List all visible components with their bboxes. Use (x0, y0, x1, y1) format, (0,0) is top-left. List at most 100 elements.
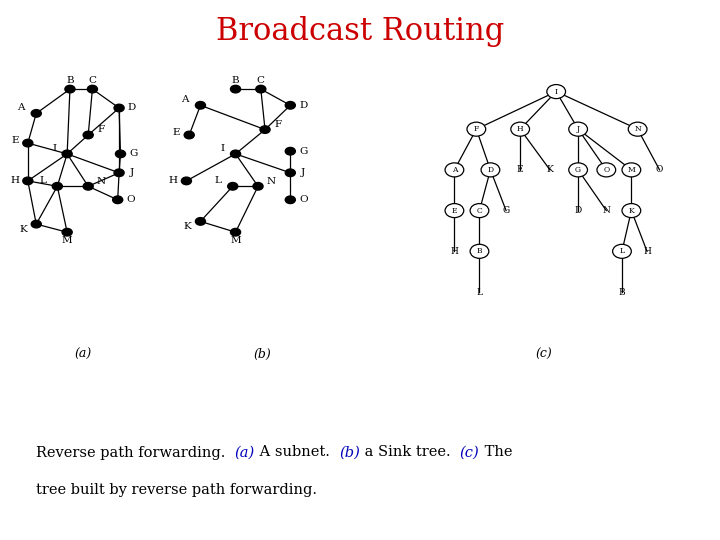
Text: M: M (628, 166, 635, 174)
Text: L: L (40, 177, 46, 185)
Text: F: F (274, 120, 282, 129)
Text: L: L (477, 287, 482, 296)
Text: G: G (575, 166, 581, 174)
Circle shape (114, 104, 124, 112)
Circle shape (230, 85, 240, 93)
Text: N: N (96, 178, 106, 186)
Circle shape (467, 122, 486, 136)
Text: E: E (517, 165, 523, 174)
Text: E: E (11, 137, 19, 145)
Text: D: D (128, 104, 136, 112)
Text: K: K (629, 207, 634, 214)
Text: O: O (126, 195, 135, 204)
Text: H: H (451, 247, 459, 256)
Circle shape (23, 177, 33, 185)
Circle shape (230, 228, 240, 236)
Text: H: H (517, 125, 523, 133)
Text: M: M (62, 237, 73, 245)
Circle shape (62, 150, 72, 158)
Text: O: O (656, 165, 663, 174)
Circle shape (547, 85, 566, 99)
Circle shape (31, 220, 41, 228)
Circle shape (285, 147, 295, 155)
Text: I: I (554, 87, 558, 96)
Text: L: L (619, 247, 624, 255)
Circle shape (184, 131, 194, 139)
Circle shape (253, 183, 263, 190)
Circle shape (629, 122, 647, 136)
Circle shape (256, 85, 266, 93)
Circle shape (285, 102, 295, 109)
Circle shape (112, 196, 122, 204)
Text: K: K (184, 222, 192, 231)
Circle shape (622, 204, 641, 218)
Text: A: A (451, 166, 457, 174)
Circle shape (114, 169, 124, 177)
Circle shape (510, 122, 529, 136)
Circle shape (481, 163, 500, 177)
Circle shape (87, 85, 97, 93)
Text: (c): (c) (460, 446, 480, 460)
Circle shape (569, 122, 588, 136)
Text: I: I (220, 144, 225, 153)
Text: F: F (98, 125, 104, 134)
Text: I: I (52, 144, 56, 153)
Circle shape (84, 183, 94, 190)
Circle shape (195, 218, 205, 225)
Text: C: C (89, 76, 96, 85)
Circle shape (53, 183, 63, 190)
Text: N: N (266, 178, 276, 186)
Text: (a): (a) (74, 348, 91, 361)
Circle shape (569, 163, 588, 177)
Text: N: N (634, 125, 641, 133)
Text: A: A (17, 104, 24, 112)
Circle shape (613, 244, 631, 258)
Text: B: B (232, 76, 239, 85)
Text: B: B (477, 247, 482, 255)
Circle shape (84, 131, 94, 139)
Circle shape (597, 163, 616, 177)
Text: C: C (477, 207, 482, 214)
Text: K: K (19, 225, 27, 234)
Text: J: J (577, 125, 580, 133)
Text: (b): (b) (254, 348, 271, 361)
Text: G: G (503, 206, 510, 215)
Circle shape (470, 204, 489, 218)
Text: D: D (299, 101, 307, 110)
Text: Reverse path forwarding.: Reverse path forwarding. (36, 446, 235, 460)
Text: O: O (603, 166, 609, 174)
Circle shape (31, 110, 41, 117)
Text: C: C (257, 76, 265, 85)
Text: tree built by reverse path forwarding.: tree built by reverse path forwarding. (36, 483, 317, 497)
Text: M: M (230, 237, 241, 245)
Circle shape (470, 244, 489, 258)
Text: D: D (487, 166, 493, 174)
Circle shape (181, 177, 192, 185)
Circle shape (115, 150, 125, 158)
Circle shape (195, 102, 205, 109)
Circle shape (23, 139, 33, 147)
Circle shape (285, 196, 295, 204)
Text: (b): (b) (339, 446, 360, 460)
Text: L: L (215, 177, 222, 185)
Text: A subnet.: A subnet. (255, 446, 339, 460)
Text: J: J (301, 168, 305, 177)
Circle shape (62, 228, 72, 236)
Text: N: N (603, 206, 611, 215)
Text: B: B (618, 287, 625, 296)
Text: B: B (66, 76, 73, 85)
Text: E: E (173, 129, 180, 137)
Text: (c): (c) (535, 348, 552, 361)
Text: G: G (299, 147, 307, 156)
Circle shape (445, 204, 464, 218)
Text: F: F (474, 125, 479, 133)
Text: (a): (a) (235, 446, 255, 460)
Circle shape (65, 85, 75, 93)
Text: O: O (299, 195, 307, 204)
Text: D: D (575, 206, 582, 215)
Circle shape (228, 183, 238, 190)
Circle shape (285, 169, 295, 177)
Text: The: The (480, 446, 512, 460)
Circle shape (445, 163, 464, 177)
Text: A: A (181, 96, 189, 104)
